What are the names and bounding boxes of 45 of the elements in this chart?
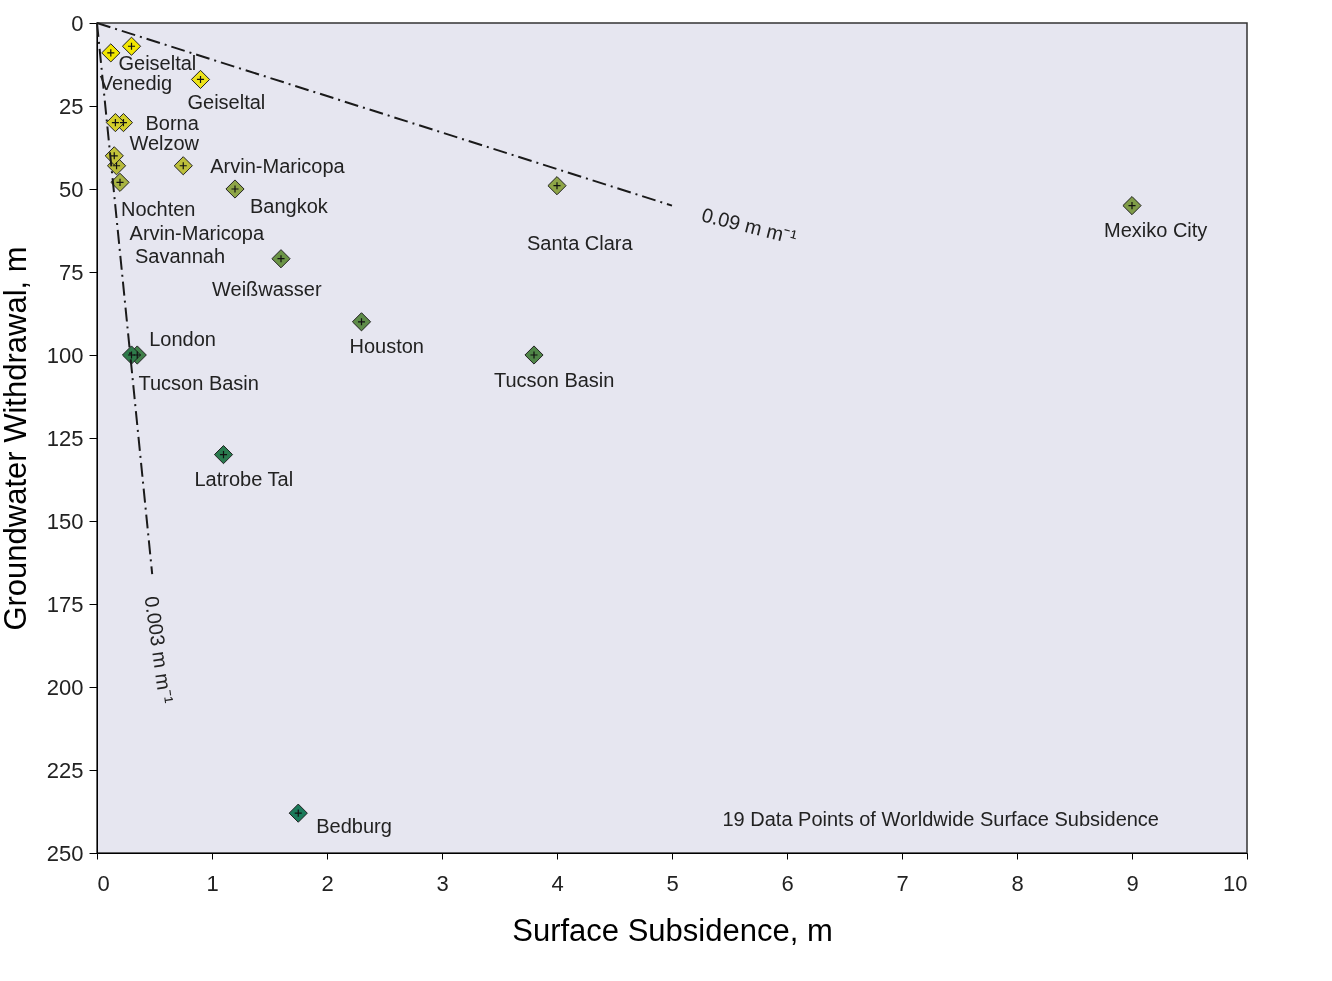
x-tick-label: 1 (206, 870, 219, 896)
x-tick-label: 0 (97, 870, 110, 896)
annotation: Latrobe Tal (194, 467, 294, 490)
annotation: Arvin-Maricopa (210, 154, 346, 177)
y-tick-label: 50 (59, 176, 84, 202)
annotation: Weißwasser (212, 277, 322, 300)
annotation: 19 Data Points of Worldwide Surface Subsidence (722, 808, 1159, 830)
annotation: Tucson Basin (138, 372, 259, 394)
y-tick-label: 225 (46, 757, 84, 783)
y-axis-title: Groundwater Withdrawal, m (0, 246, 33, 631)
annotation: Welzow (129, 131, 200, 154)
x-axis-title: Surface Subsidence, m (512, 912, 833, 948)
x-tick-label: 5 (666, 870, 679, 896)
annotation: Borna (145, 111, 200, 134)
annotation: Bedburg (316, 815, 392, 838)
annotation: Geiseltal (118, 52, 197, 75)
x-tick-label: 7 (896, 870, 909, 896)
annotation: Tucson Basin (494, 369, 615, 391)
annotation: Nochten (121, 198, 196, 221)
annotation: London (149, 328, 216, 350)
y-tick-label: 25 (59, 93, 84, 119)
y-tick-label: 150 (46, 508, 84, 534)
annotation: Savannah (135, 245, 226, 267)
y-tick-label: 250 (46, 840, 84, 866)
annotation: Arvin-Maricopa (129, 221, 265, 244)
x-tick-label: 9 (1126, 870, 1139, 896)
x-tick-label: 8 (1011, 870, 1024, 896)
annotation: Bangkok (250, 195, 329, 217)
annotation: Mexiko City (1104, 218, 1208, 241)
x-tick-label: 10 (1223, 870, 1248, 896)
annotation: Geiseltal (187, 91, 266, 114)
y-tick-label: 125 (46, 425, 84, 451)
annotation: Santa Clara (527, 231, 634, 254)
annotation: 0.09 m m⁻¹ (699, 203, 800, 249)
x-tick-label: 2 (321, 870, 334, 896)
x-tick-label: 6 (781, 870, 794, 896)
x-tick-label: 4 (551, 870, 564, 896)
annotation: Houston (349, 334, 424, 357)
y-tick-label: 75 (59, 259, 84, 285)
annotation: 0.003 m m⁻¹ (140, 594, 178, 706)
y-tick-label: 175 (46, 591, 84, 617)
x-tick-label: 3 (436, 870, 449, 896)
y-tick-label: 0 (71, 10, 84, 36)
y-tick-label: 100 (46, 342, 84, 368)
y-tick-label: 200 (46, 674, 84, 700)
